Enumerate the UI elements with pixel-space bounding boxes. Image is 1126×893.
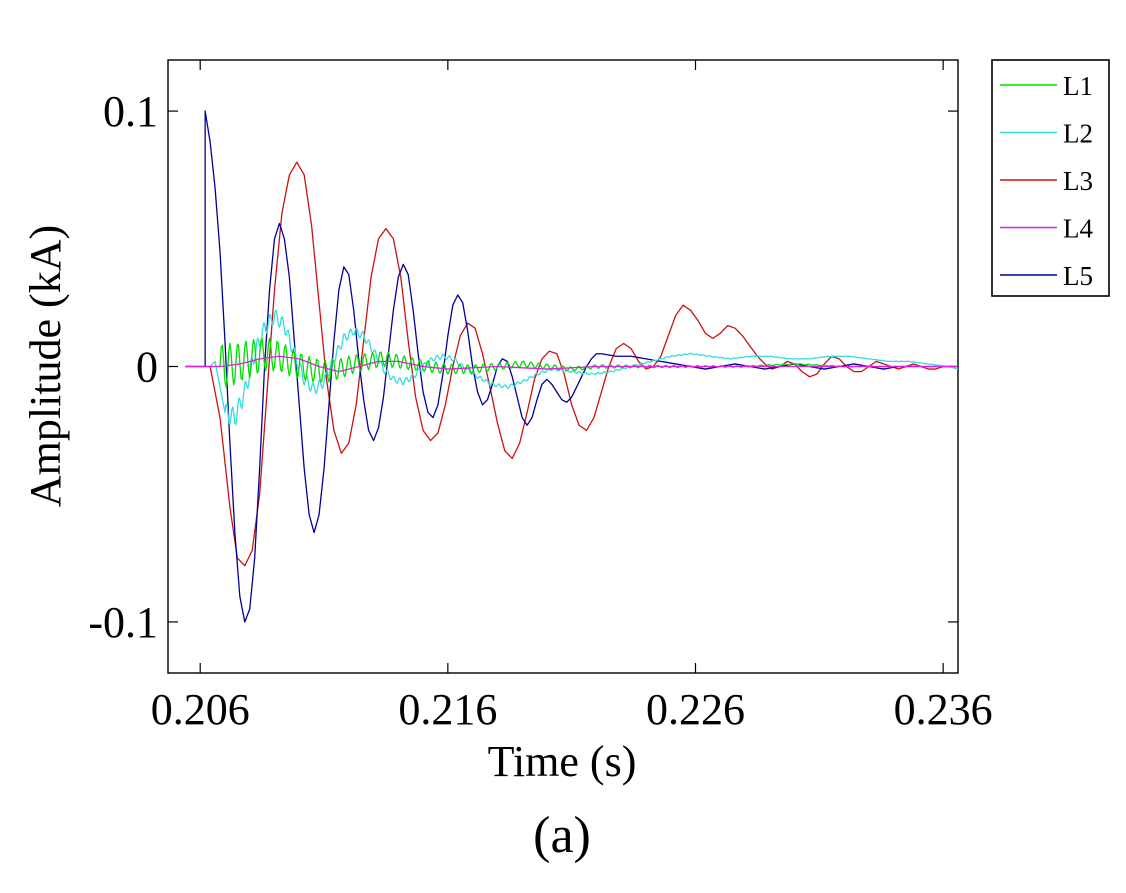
y-tick-label: 0 <box>136 343 158 392</box>
legend-label-l1: L1 <box>1063 71 1093 101</box>
legend-label-l2: L2 <box>1063 119 1093 149</box>
x-tick-label: 0.206 <box>151 685 250 734</box>
legend-label-l5: L5 <box>1063 261 1093 291</box>
x-tick-label: 0.236 <box>894 685 993 734</box>
x-axis-title: Time (s) <box>488 737 637 786</box>
x-tick-label: 0.226 <box>646 685 745 734</box>
y-tick-label: 0.1 <box>103 87 158 136</box>
x-tick-labels: 0.206 0.216 0.226 0.236 <box>151 685 993 734</box>
legend-box <box>991 59 1110 297</box>
figure-caption: (a) <box>533 807 591 864</box>
x-tick-label: 0.216 <box>398 685 497 734</box>
plot-area <box>167 59 959 674</box>
series-line-l2 <box>185 309 958 426</box>
series-line-l4 <box>185 355 958 373</box>
series-line-l5 <box>185 110 958 623</box>
legend: L1 L2 L3 L4 L5 <box>991 59 1110 297</box>
y-tick-labels: -0.1 0 0.1 <box>88 87 158 647</box>
legend-label-l4: L4 <box>1063 214 1093 244</box>
legend-items: L1 L2 L3 L4 L5 <box>1000 71 1093 291</box>
legend-label-l3: L3 <box>1063 166 1093 196</box>
axis-ticks <box>168 60 958 673</box>
series-line-l3 <box>185 161 958 567</box>
y-axis-title: Amplitude (kA) <box>21 225 70 507</box>
y-tick-label: -0.1 <box>88 598 158 647</box>
series-layer <box>185 110 958 623</box>
